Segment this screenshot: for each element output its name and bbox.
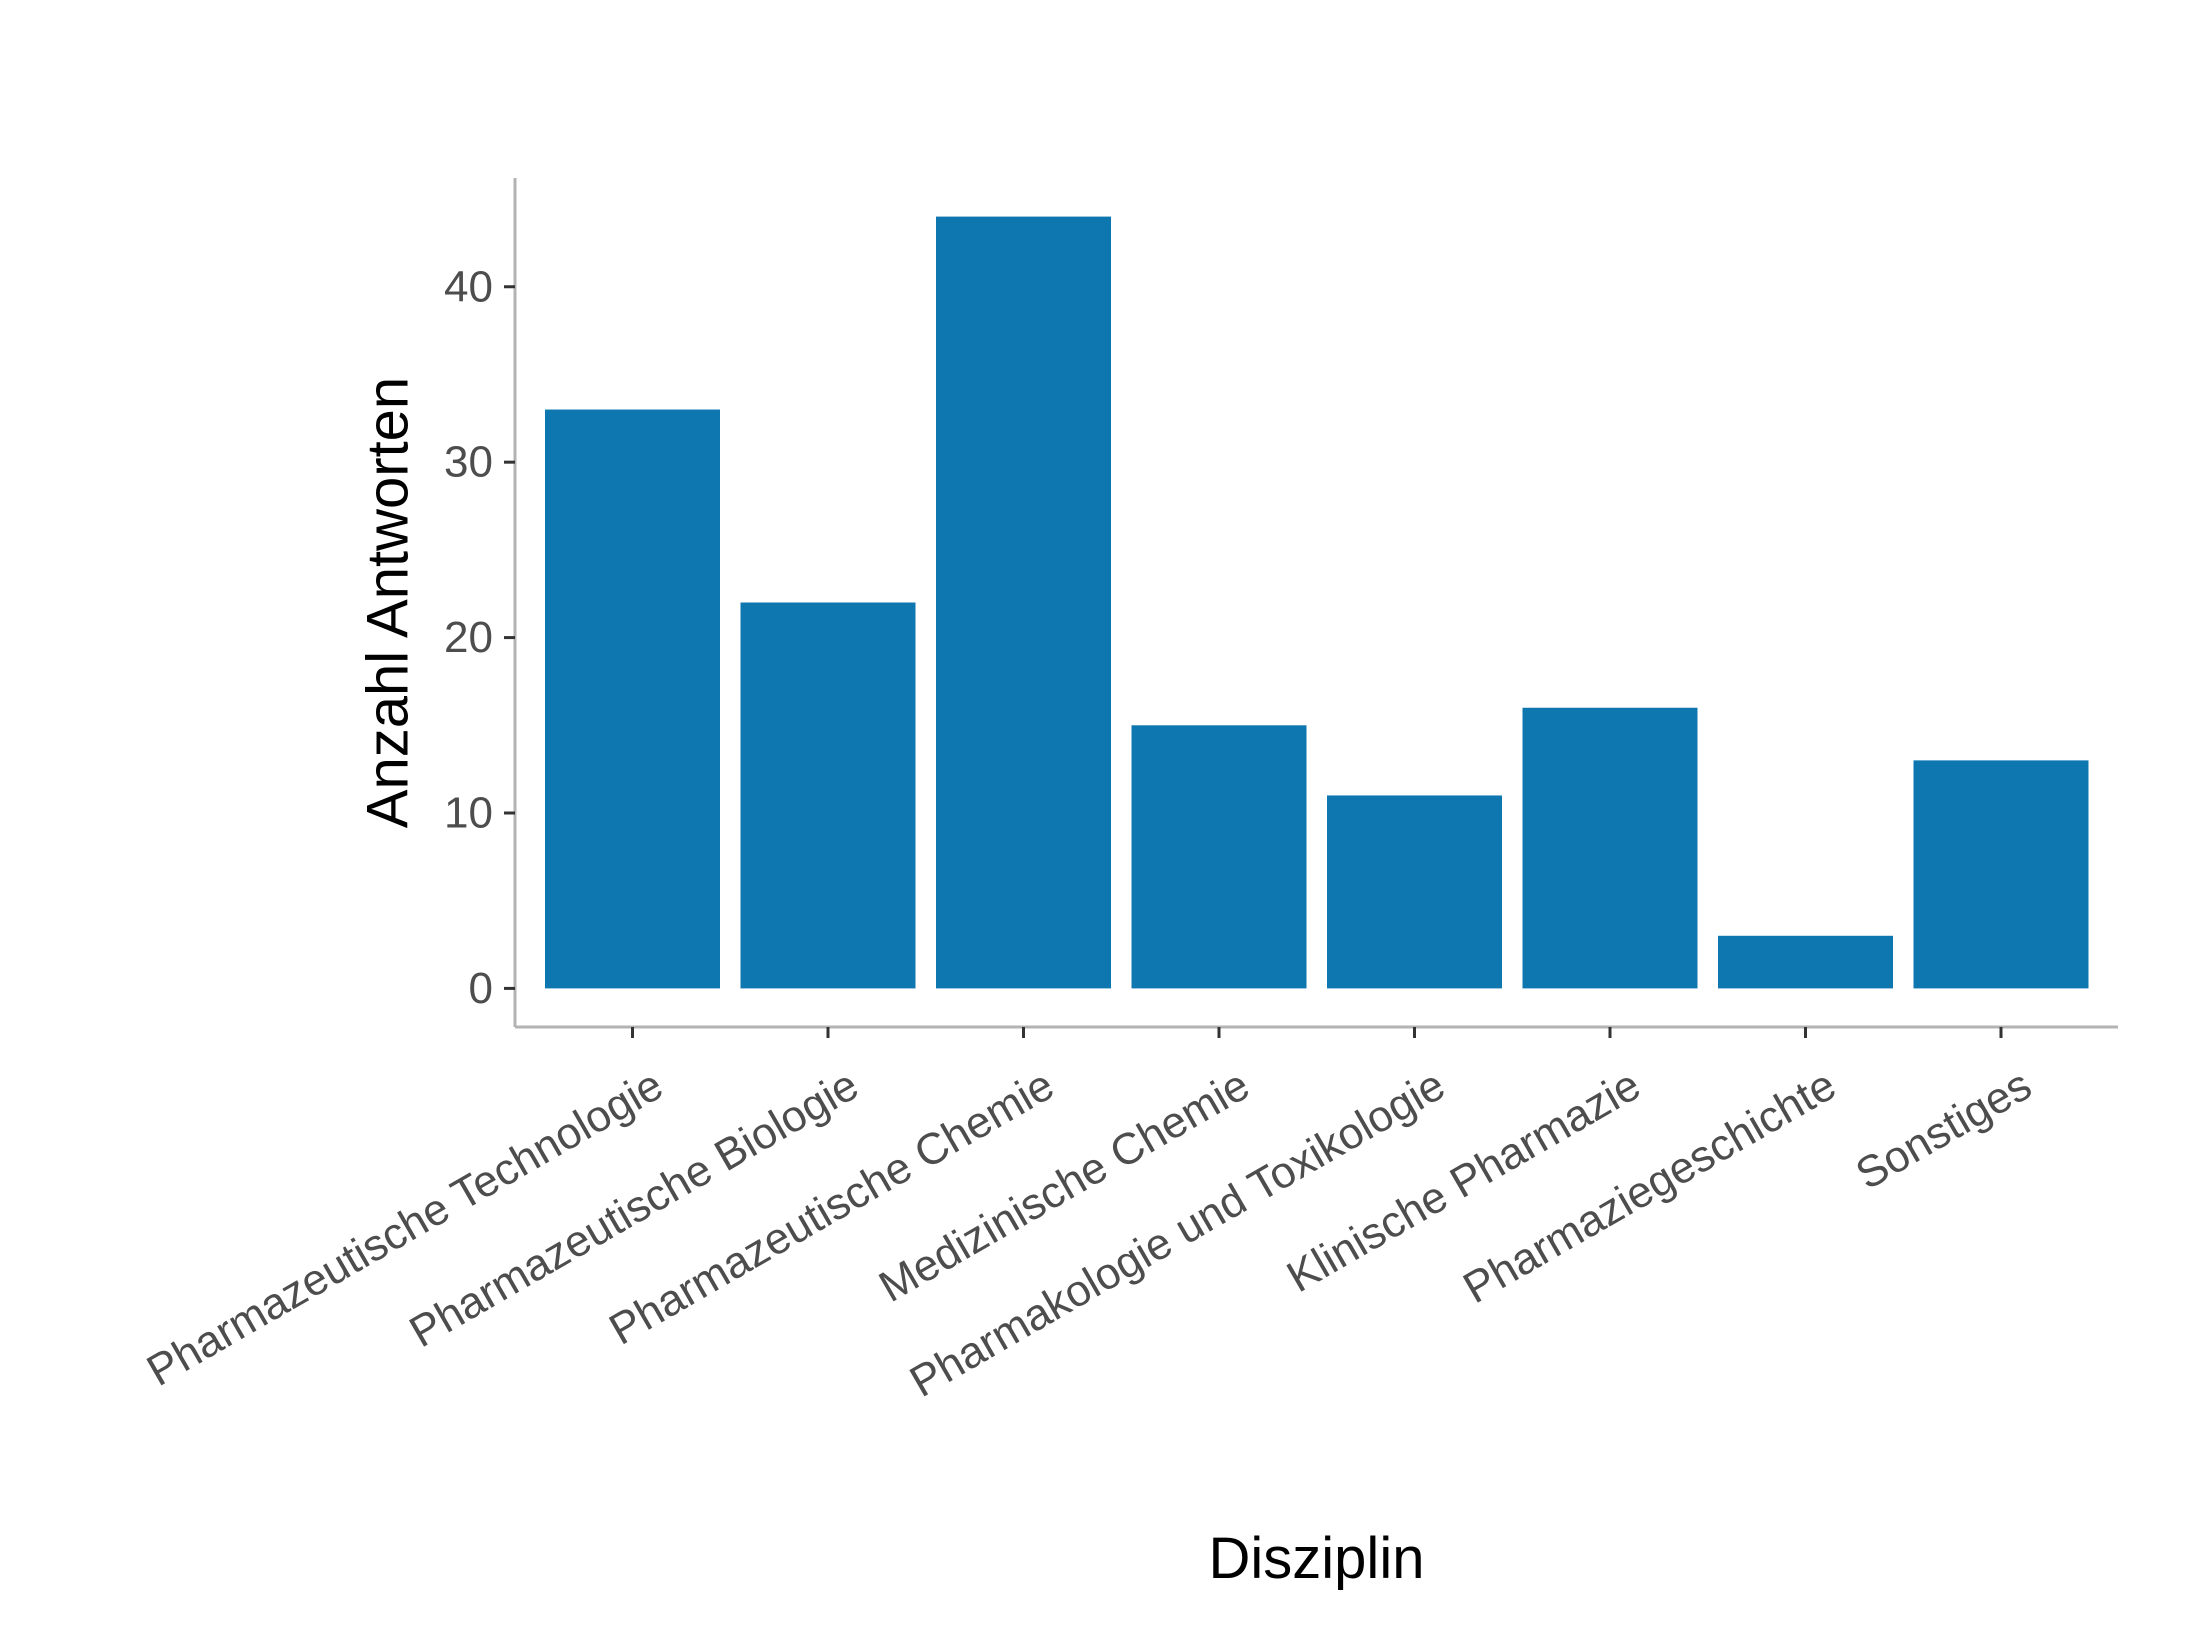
y-tick-label: 10	[444, 788, 493, 837]
bar-7	[1718, 935, 1893, 989]
bar-2	[740, 602, 916, 989]
y-axis-title: Anzahl Antworten	[356, 377, 421, 828]
y-tick-label: 30	[444, 438, 493, 487]
y-tick-label: 40	[444, 262, 493, 311]
y-tick-label: 20	[444, 613, 493, 662]
bar-6	[1522, 707, 1698, 989]
bar-3	[936, 216, 1111, 989]
x-axis-title: Disziplin	[1209, 1526, 1425, 1591]
bar-8	[1913, 760, 2089, 989]
axes-layer	[513, 178, 2118, 1029]
y-tick-label: 0	[469, 964, 493, 1013]
y-ticks: 0 10 20 30 40	[444, 262, 515, 1013]
x-tick-label: Pharmaziegeschichte	[1455, 1060, 1844, 1313]
bars-layer	[545, 216, 2089, 989]
bar-5	[1327, 795, 1502, 989]
x-tick-label: Sonstiges	[1848, 1060, 2040, 1199]
bar-4	[1131, 725, 1307, 989]
bar-1	[545, 409, 720, 989]
x-ticks: Pharmazeutische TechnologiePharmazeutisc…	[139, 1027, 2040, 1407]
